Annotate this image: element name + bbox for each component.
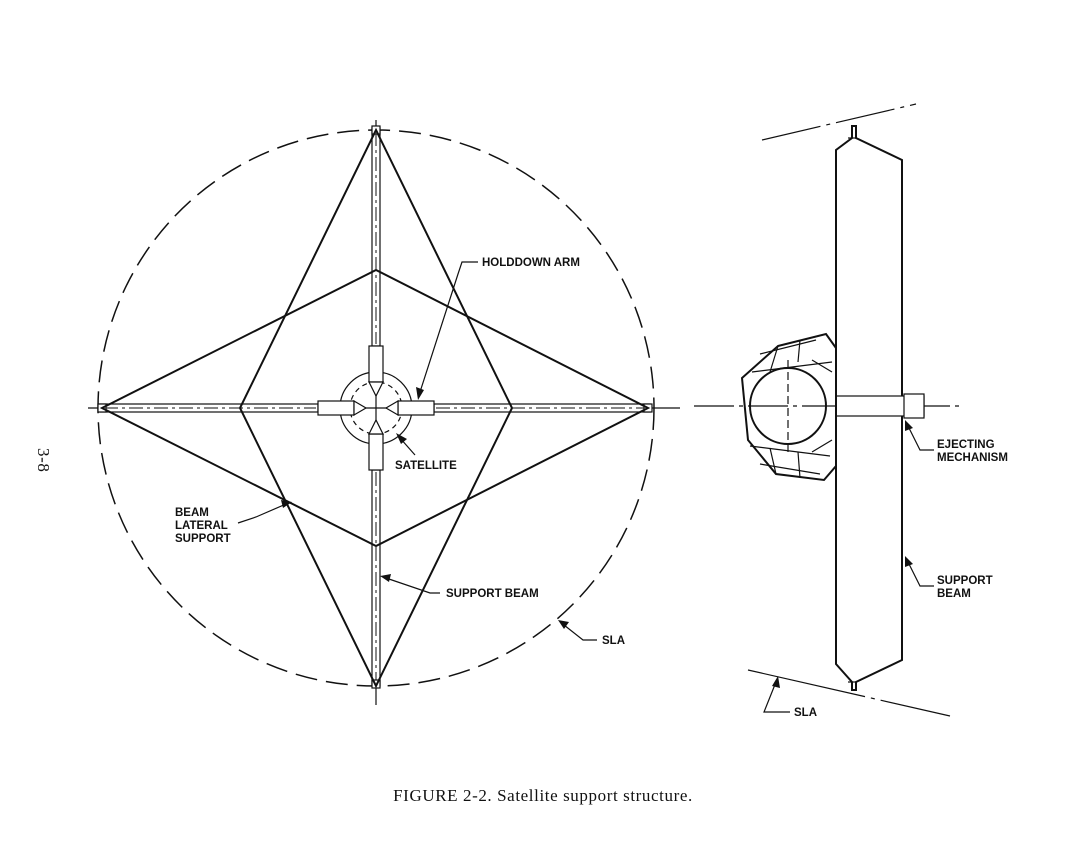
holddown-tip-right [384, 399, 399, 417]
side-view: EJECTING MECHANISM SUPPORT BEAM SLA [694, 103, 1008, 719]
holddown-arm-leader [419, 261, 478, 393]
sla-side-arrowhead [772, 676, 780, 688]
satellite-facet-2 [751, 361, 833, 373]
holddown-arm-label: HOLDDOWN ARM [482, 257, 580, 269]
sla-lower-wall [747, 669, 951, 717]
beam-lateral-support-arrowhead [281, 500, 292, 508]
satellite-facet-6 [797, 339, 801, 363]
satellite-label: SATELLITE [395, 460, 457, 472]
satellite-facet-4 [759, 463, 821, 475]
holddown-tip-bottom [368, 418, 384, 435]
support-beam-side-leader [907, 561, 934, 587]
sla-front-arrowhead [558, 620, 569, 629]
holddown-arm-bottom [368, 433, 384, 471]
support-beam-side-label-line1: SUPPORT [937, 575, 993, 587]
sla-upper-wall [761, 103, 917, 141]
holddown-tip-top [368, 381, 384, 398]
satellite-facet-8 [797, 451, 801, 479]
holddown-arm-left [317, 400, 355, 416]
front-view: HOLDDOWN ARM SATELLITE BEAM LATERAL SUPP… [88, 120, 680, 705]
satellite-facet-5 [769, 345, 779, 373]
beam-lateral-support-label-line1: BEAM [175, 507, 209, 519]
sla-front-leader [563, 624, 597, 641]
holddown-side-arm-lower [811, 439, 833, 453]
support-beam-leader [385, 577, 440, 594]
holddown-arm-top [368, 345, 384, 383]
ejecting-mechanism-cap [903, 393, 925, 419]
margin-mark: 3-8 [34, 448, 53, 472]
ejecting-mechanism-leader [907, 425, 934, 451]
ejecting-mechanism-label-line2: MECHANISM [937, 452, 1008, 464]
ejecting-mechanism-label-line1: EJECTING [937, 439, 995, 451]
holddown-side-arm-upper [811, 359, 833, 373]
satellite-facet-7 [769, 447, 777, 475]
beam-lateral-support-label-line3: SUPPORT [175, 533, 231, 545]
beam-lateral-support-label-line2: LATERAL [175, 520, 228, 532]
ejecting-mechanism-arrowhead [905, 420, 913, 431]
sla-side-leader [763, 681, 790, 713]
holddown-arm-arrowhead [416, 387, 424, 400]
support-beam-side-label-line2: BEAM [937, 588, 971, 600]
figure-caption: FIGURE 2-2. Satellite support structure. [393, 786, 693, 805]
satellite-facet-1 [759, 339, 817, 355]
support-beam-side-arrowhead [905, 556, 913, 567]
holddown-arm-right [397, 400, 435, 416]
sla-side-label: SLA [794, 707, 817, 719]
satellite-arrowhead [396, 433, 407, 444]
sla-front-label: SLA [602, 635, 625, 647]
beam-lateral-support-wide-diamond [99, 268, 651, 548]
holddown-tip-left [353, 399, 368, 417]
support-beam-arrowhead [380, 574, 391, 582]
beam-lateral-support-leader [237, 503, 287, 524]
side-satellite-body [740, 332, 837, 482]
satellite-facet-3 [749, 445, 831, 457]
support-beam-label: SUPPORT BEAM [446, 588, 539, 600]
